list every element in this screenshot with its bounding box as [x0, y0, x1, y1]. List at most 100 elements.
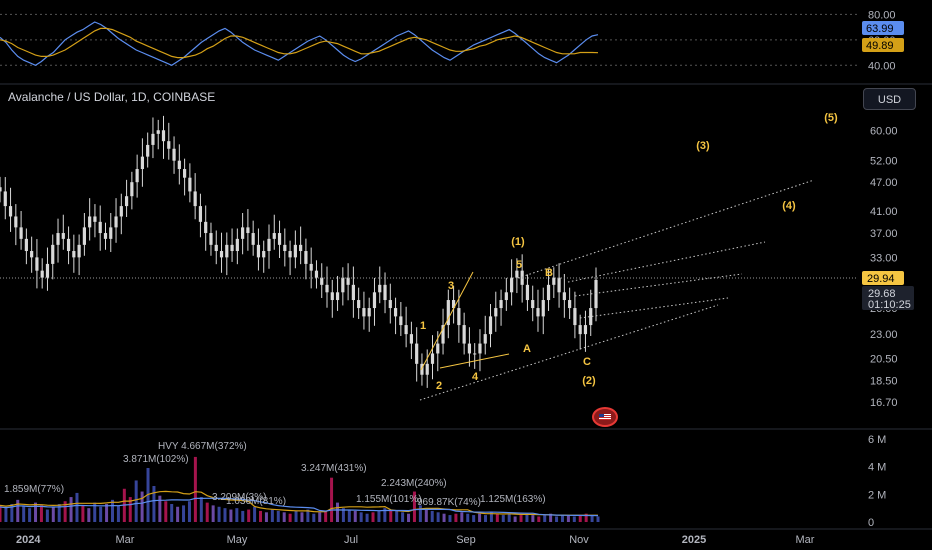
price-tick-label: 47.00 — [870, 177, 898, 189]
candle-body — [409, 334, 413, 344]
volume-bar — [247, 509, 251, 522]
flag-icon[interactable] — [592, 407, 618, 427]
current-price-text: 29.68 — [868, 288, 896, 300]
candle-body — [446, 300, 450, 326]
volume-bar — [549, 513, 553, 522]
volume-bar — [134, 480, 138, 522]
volume-bar — [572, 516, 576, 522]
candle-body — [251, 233, 255, 245]
volume-bar — [241, 510, 245, 522]
trend-line — [420, 271, 474, 371]
price-tick-label: 37.00 — [870, 228, 898, 240]
volume-bar — [436, 512, 440, 522]
volume-bar — [312, 513, 316, 522]
candle-body — [288, 251, 292, 258]
volume-bar — [87, 508, 91, 522]
wave-label: 2 — [436, 380, 442, 392]
volume-bar — [211, 505, 215, 522]
volume-bar — [4, 506, 8, 522]
volume-bar — [51, 506, 55, 522]
wave-label: B — [545, 267, 553, 279]
candle-body — [14, 216, 18, 228]
wave-label: (1) — [511, 236, 525, 248]
candle-body — [488, 316, 493, 335]
candle-body — [209, 233, 213, 245]
wave-label: 3 — [448, 280, 454, 292]
wave-label: 1 — [420, 320, 426, 332]
candle-body — [531, 300, 535, 309]
volume-bar — [513, 516, 517, 522]
time-axis-label: Jul — [344, 534, 358, 546]
candle-body — [124, 196, 129, 207]
volume-bar — [383, 508, 387, 522]
volume-bar — [407, 513, 411, 522]
volume-bar — [105, 504, 109, 522]
channel-line — [517, 179, 815, 279]
rsi-value-badge — [862, 21, 904, 35]
candle-body — [30, 251, 34, 258]
volume-ma-line — [0, 490, 598, 516]
volume-bar — [176, 506, 180, 522]
candle-body — [235, 238, 239, 252]
volume-bar — [318, 512, 322, 522]
rsi-value-badge-text: 63.99 — [866, 23, 894, 35]
volume-bar — [460, 512, 464, 522]
candle-body — [167, 141, 171, 149]
candle-body — [151, 133, 155, 145]
volume-bar — [478, 513, 482, 522]
price-tick-label: 16.70 — [870, 397, 898, 409]
volume-bar — [590, 515, 594, 522]
volume-annotation: HVY 4.667M(372%) — [158, 441, 247, 452]
candle-body — [525, 284, 530, 301]
volume-bar — [45, 509, 49, 522]
volume-bar — [10, 504, 14, 522]
wave-label: 4 — [472, 371, 479, 383]
candle-body — [441, 325, 445, 344]
candle-body — [430, 353, 435, 364]
candle-body — [346, 277, 350, 285]
candle-body — [109, 227, 113, 239]
candle-body — [267, 238, 271, 252]
candle-body — [367, 308, 371, 317]
time-axis-label: 2025 — [682, 534, 706, 546]
volume-bar — [555, 516, 559, 522]
volume-bar — [501, 515, 505, 522]
candle-body — [77, 244, 81, 258]
candle-body — [35, 257, 39, 271]
candle-body — [183, 169, 187, 178]
volume-bar — [519, 515, 523, 522]
volume-annotation: 3.871M(102%) — [123, 454, 189, 465]
candle-body — [93, 216, 97, 222]
candle-body — [130, 182, 134, 197]
volume-bar — [359, 512, 363, 522]
volume-bar — [531, 515, 535, 522]
candle-body — [230, 244, 234, 252]
candle-body — [114, 216, 118, 228]
candle-body — [188, 177, 192, 192]
volume-bar — [335, 502, 339, 522]
last-price-badge-text: 29.94 — [867, 273, 895, 285]
volume-annotation: 1.036M(81%) — [226, 496, 286, 507]
candle-body — [536, 308, 540, 317]
volume-bar — [152, 486, 156, 522]
candle-body — [568, 300, 572, 309]
candle-body — [335, 292, 340, 301]
volume-bar — [28, 508, 32, 522]
candle-body — [246, 227, 250, 234]
volume-bar — [294, 510, 298, 522]
volume-bar — [264, 512, 268, 522]
volume-bar — [187, 501, 191, 522]
wave-label: C — [583, 356, 591, 368]
volume-bar — [99, 506, 103, 522]
candle-body — [45, 263, 50, 278]
volume-tick-label: 6 M — [868, 434, 886, 446]
candle-body — [193, 191, 197, 207]
volume-bar — [395, 510, 399, 522]
time-axis-label: Mar — [796, 534, 815, 546]
candle-body — [66, 238, 71, 252]
rsi-ma-line — [0, 27, 599, 59]
currency-button[interactable]: USD — [863, 88, 916, 110]
candle-body — [277, 233, 282, 245]
candle-body — [8, 206, 13, 217]
volume-bar — [16, 499, 20, 522]
